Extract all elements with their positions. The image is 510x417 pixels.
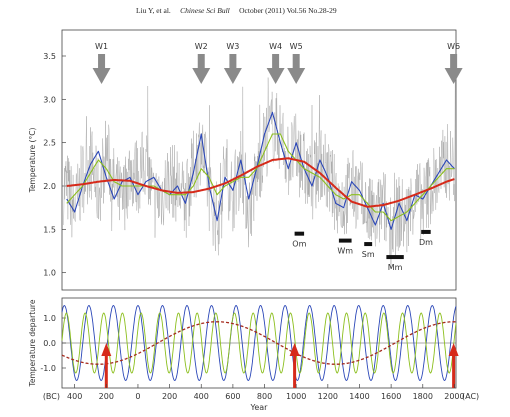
x-tick-label: 1000 bbox=[286, 392, 306, 401]
cold-period-bar bbox=[364, 242, 373, 247]
red-arrow-head bbox=[101, 343, 112, 356]
series-green-line bbox=[66, 133, 455, 222]
header-journal: Chinese Sci Bull bbox=[180, 6, 230, 15]
cold-period-bar bbox=[421, 229, 431, 234]
cold-period-label: Dm bbox=[419, 238, 433, 247]
x-tick-label: 400 bbox=[194, 392, 209, 401]
x-tick-label: 2000 bbox=[444, 392, 464, 401]
y-tick-label: 2.0 bbox=[43, 182, 56, 191]
red-arrow-head bbox=[448, 343, 459, 356]
y-axis-label: Temperature (°C) bbox=[28, 128, 37, 194]
red-arrow-head bbox=[289, 343, 300, 356]
cold-period-bar bbox=[338, 238, 352, 243]
cold-period-bar bbox=[294, 231, 305, 236]
x-axis-label: Year bbox=[250, 403, 269, 412]
red-arrow-shaft bbox=[293, 353, 297, 388]
series-dashed-oscillation bbox=[61, 321, 456, 365]
x-era-ac-label: (AC) bbox=[462, 392, 479, 401]
cold-period-label: Om bbox=[292, 240, 306, 249]
running-header: Liu Y, et al. Chinese Sci Bull October (… bbox=[136, 6, 337, 15]
x-tick-label: 1800 bbox=[413, 392, 433, 401]
warm-period-arrow bbox=[192, 54, 211, 84]
red-arrow-shaft bbox=[452, 353, 456, 388]
y-axis-label: Temperature departure bbox=[28, 299, 37, 387]
y-tick-label: 3.5 bbox=[43, 52, 56, 61]
warm-period-arrow bbox=[266, 54, 285, 84]
red-arrow-shaft bbox=[104, 353, 108, 388]
cold-period-label: Sm bbox=[362, 250, 375, 259]
header-issue: October (2011) Vol.56 No.28-29 bbox=[239, 6, 337, 15]
warm-period-label: W3 bbox=[226, 42, 239, 51]
x-tick-label: 0 bbox=[135, 392, 140, 401]
y-tick-label: 0.0 bbox=[43, 339, 56, 348]
x-tick-label: 800 bbox=[257, 392, 272, 401]
y-tick-label: 1.0 bbox=[43, 314, 56, 323]
x-era-bc-label: (BC) bbox=[43, 392, 60, 401]
warm-period-label: W4 bbox=[269, 42, 282, 51]
x-tick-label: 400 bbox=[67, 392, 82, 401]
x-tick-label: 1400 bbox=[349, 392, 369, 401]
series-green-oscillation bbox=[61, 312, 457, 374]
cold-period-label: Mm bbox=[388, 263, 403, 272]
x-tick-label: 600 bbox=[225, 392, 240, 401]
cold-period-label: Wm bbox=[337, 247, 353, 256]
y-tick-label: 2.5 bbox=[43, 139, 56, 148]
temperature-panel: 1.0 1.5 2.0 2.5 3.0 3.5 Temperature (°C) W1 W2 W3… bbox=[28, 29, 463, 291]
warm-period-label: W5 bbox=[290, 42, 303, 51]
header-author: Liu Y, et al. bbox=[136, 6, 171, 15]
warm-period-label: W2 bbox=[195, 42, 208, 51]
x-tick-label: 1200 bbox=[318, 392, 338, 401]
y-tick-label: -1.0 bbox=[40, 364, 56, 373]
y-tick-label: 1.5 bbox=[43, 225, 56, 234]
warm-period-arrow bbox=[444, 54, 463, 84]
y-tick-label: 3.0 bbox=[43, 95, 56, 104]
y-tick-label: 1.0 bbox=[43, 269, 56, 278]
warm-period-arrow bbox=[287, 54, 306, 84]
x-tick-label: 200 bbox=[162, 392, 177, 401]
warm-period-arrow bbox=[223, 54, 242, 84]
series-red-trend-line bbox=[66, 157, 455, 208]
series-blue-oscillation bbox=[61, 304, 457, 382]
warm-period-label: W6 bbox=[447, 42, 460, 51]
series-raw-line bbox=[63, 77, 456, 269]
x-tick-label: 200 bbox=[99, 392, 114, 401]
cold-period-bar bbox=[386, 255, 404, 260]
warm-period-label: W1 bbox=[95, 42, 108, 51]
plot-frame bbox=[61, 29, 457, 291]
warm-period-arrow bbox=[92, 54, 111, 84]
x-tick-label: 1600 bbox=[381, 392, 401, 401]
